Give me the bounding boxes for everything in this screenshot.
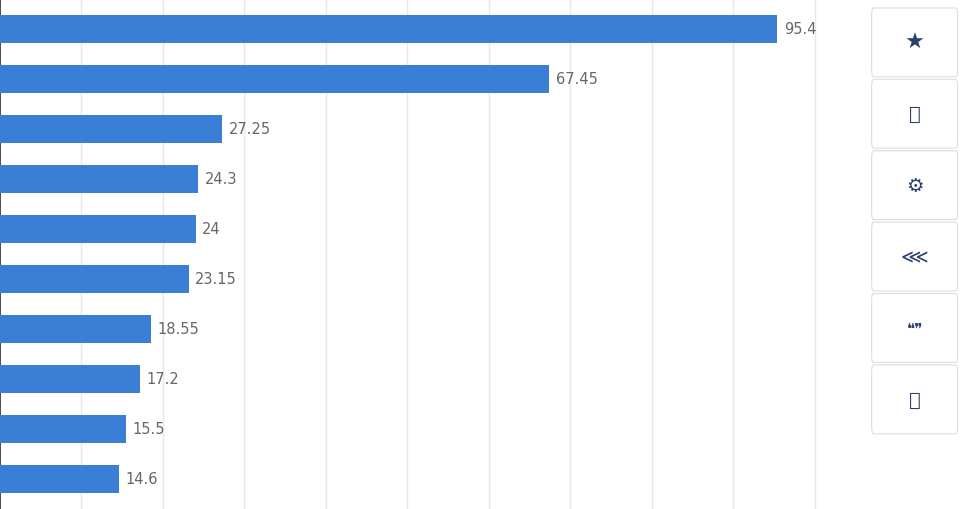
Text: 17.2: 17.2 [147,372,180,387]
Text: ★: ★ [905,33,924,53]
Text: 24: 24 [202,222,221,237]
Bar [0,316,151,343]
Bar [0,415,126,443]
Bar [0,216,195,243]
FancyBboxPatch shape [872,365,957,434]
Bar [0,16,778,44]
Bar [0,166,198,193]
FancyBboxPatch shape [872,151,957,220]
Bar [0,116,222,144]
FancyBboxPatch shape [872,80,957,149]
Bar [0,266,189,293]
Text: 27.25: 27.25 [228,122,270,137]
Text: 24.3: 24.3 [204,172,237,187]
Text: ⎙: ⎙ [909,390,920,409]
Text: ⍾: ⍾ [909,105,920,124]
Text: 95.4: 95.4 [783,22,816,38]
Text: 18.55: 18.55 [157,322,199,337]
Text: ⋘: ⋘ [901,247,928,267]
Text: ⚙: ⚙ [906,176,923,195]
Text: 14.6: 14.6 [125,471,158,487]
Text: 23.15: 23.15 [195,272,237,287]
Text: 15.5: 15.5 [133,421,165,437]
Bar [0,66,549,94]
FancyBboxPatch shape [872,294,957,362]
Text: ❝❞: ❝❞ [907,321,922,336]
Text: 67.45: 67.45 [556,72,598,88]
Bar [0,365,140,393]
Bar [0,465,119,493]
FancyBboxPatch shape [872,223,957,291]
FancyBboxPatch shape [872,9,957,77]
